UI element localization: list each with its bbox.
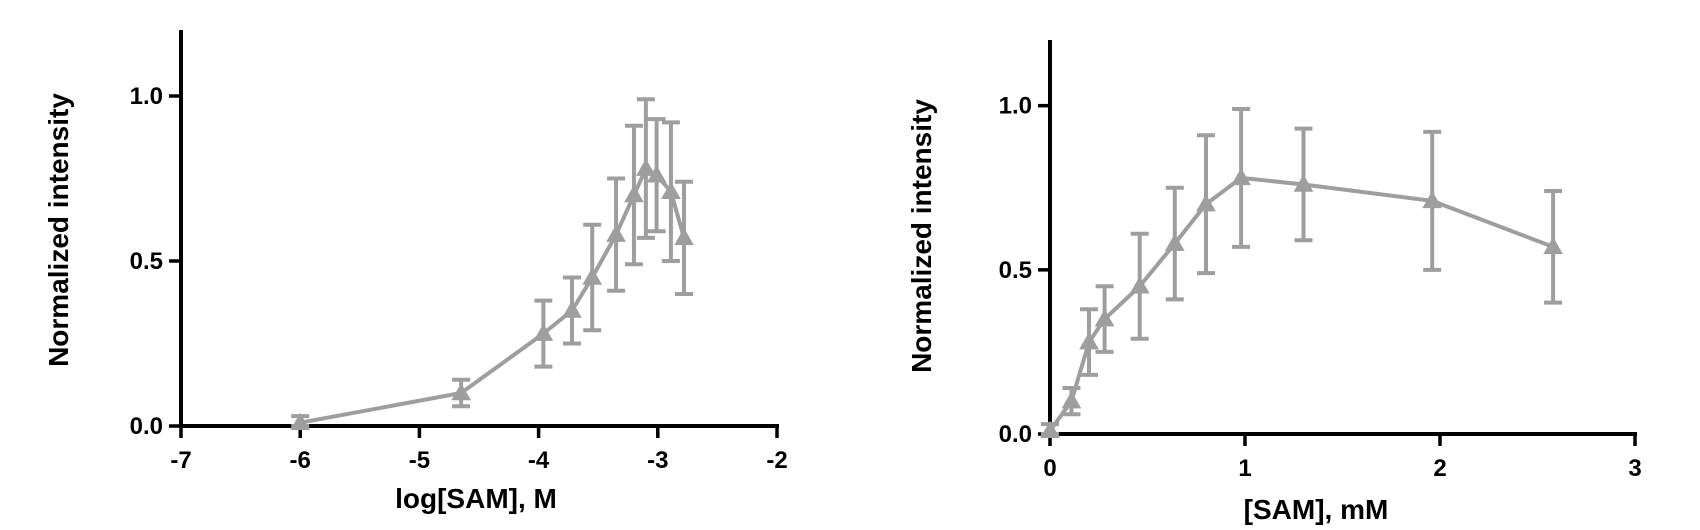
chart-left-data-point (533, 323, 554, 341)
chart-right-data-point (1040, 420, 1060, 438)
chart-left-data-point (290, 412, 311, 430)
chart-left-data-point (606, 224, 626, 242)
chart-left-data-point (661, 181, 681, 199)
chart-left-x-tick-label: -7 (170, 447, 191, 474)
chart-right-data-point (1094, 309, 1115, 327)
chart-left-x-tick-label: -3 (647, 447, 668, 474)
chart-right-y-axis-label: Normalized intensity (906, 99, 937, 373)
chart-left: log[SAM], M Normalized intensity 0.0 0.5 1… (43, 30, 788, 514)
chart-right-x-tick-label: 2 (1433, 455, 1446, 482)
chart-right-data-point (1543, 236, 1563, 255)
chart-left-y-axis-label: Normalized intensity (43, 93, 74, 367)
chart-right-data-point (1079, 332, 1099, 350)
chart-right-data-point (1196, 194, 1216, 212)
chart-right-data-point (1293, 174, 1314, 192)
chart-left-x-tick-label: -2 (766, 447, 787, 474)
chart-right-y-tick-label: 1.0 (999, 93, 1032, 120)
chart-left-y-tick-label: 0.0 (130, 413, 163, 440)
chart-right-data-point (1231, 167, 1251, 186)
chart-right-x-axis-label: [SAM], mM (1244, 494, 1389, 525)
chart-left-data-point (562, 300, 582, 318)
chart-left-x-axis-label: log[SAM], M (395, 483, 557, 514)
chart-right-x-tick-label: 0 (1043, 455, 1056, 482)
chart-right: [SAM], mM Normalized intensity 0.0 0.5 1.0… (906, 40, 1642, 525)
chart-right-y-tick-label: 0.5 (999, 257, 1032, 284)
chart-left-data-point (582, 267, 603, 285)
chart-right-data-point (1164, 233, 1185, 251)
chart-left-x-tick-label: -5 (409, 447, 430, 474)
chart-left-data-point (646, 165, 667, 183)
chart-right-x-tick-label: 1 (1238, 455, 1251, 482)
chart-right-y-tick-label: 0.0 (999, 421, 1032, 448)
chart-left-y-tick-label: 1.0 (130, 83, 163, 110)
chart-left-y-tick-label: 0.5 (130, 248, 163, 275)
chart-right-data-point (1422, 190, 1443, 209)
chart-right-data-point (1129, 276, 1150, 294)
chart-right-data-point (1061, 391, 1082, 409)
chart-left-data-point (636, 158, 656, 176)
chart-left-x-tick-label: -4 (528, 447, 550, 474)
chart-left-data-point (624, 184, 644, 203)
chart-left-series-line (299, 166, 686, 425)
chart-left-data-point (674, 227, 694, 246)
chart-right-x-tick-label: 3 (1628, 455, 1641, 482)
chart-left-data-point (451, 382, 471, 401)
chart-left-x-tick-label: -6 (290, 447, 311, 474)
